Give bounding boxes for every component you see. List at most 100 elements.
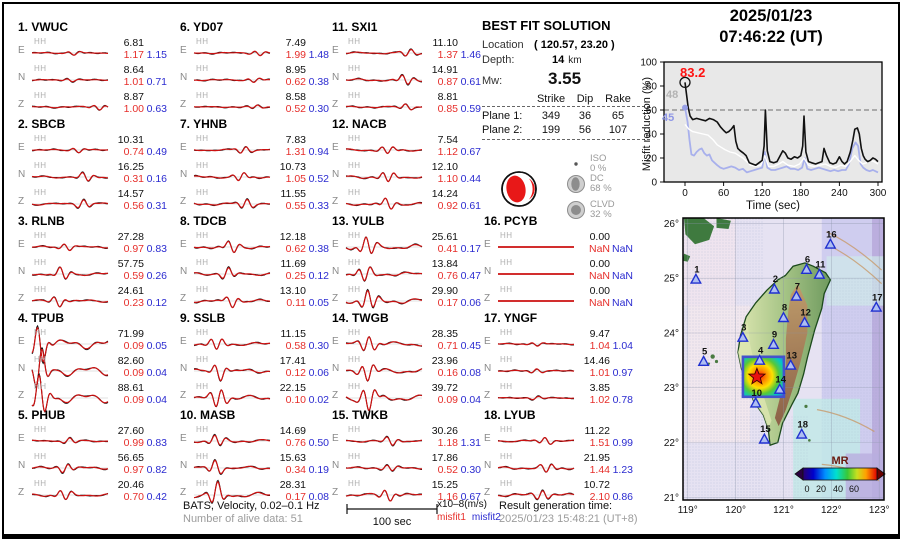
component-label: N <box>332 363 340 374</box>
peak-amplitude-value: 13.10 <box>279 285 306 297</box>
trace-values: 8.87 1.00 0.63 <box>108 91 168 115</box>
misfit1-value: 1.37 <box>437 49 458 61</box>
trace-values: 0.00 NaN NaN <box>574 258 634 282</box>
station-block-masb: 10. MASB E HH 14.69 0.76 0.50 N HH 15.63 0.34 0.19… <box>178 408 330 505</box>
misfit1-value: 0.87 <box>437 76 458 88</box>
misfit1-value: 0.12 <box>285 367 306 379</box>
trace-values: 30.26 1.18 1.31 <box>422 425 482 449</box>
component-label: Z <box>180 390 187 401</box>
map-station-triangle-1: 1 <box>689 264 702 284</box>
trace-values: 9.47 1.04 1.04 <box>574 328 634 352</box>
component-label: E <box>484 433 491 444</box>
amplitude-unit: x10–8(m/s) <box>437 499 488 510</box>
channel-label: HH <box>196 64 209 73</box>
misfit1-value: 0.17 <box>285 491 306 503</box>
epicenter-star-icon <box>747 367 767 385</box>
trace-values: 14.69 0.76 0.50 <box>270 425 330 449</box>
component-label: Z <box>18 390 25 401</box>
misfit2-value: 1.46 <box>460 49 481 61</box>
channel-label: HH <box>348 382 361 391</box>
map-station-triangle-17: 17 <box>870 292 883 312</box>
trace-values: 8.58 0.52 0.30 <box>270 91 330 115</box>
waveform-plot <box>193 458 271 475</box>
peak-amplitude-value: 29.90 <box>431 285 458 297</box>
channel-label: HH <box>348 355 361 364</box>
focal-mechanism-beachball <box>501 171 537 207</box>
component-label: N <box>332 266 340 277</box>
station-title: 10. MASB <box>180 408 236 422</box>
trace-row-pcyb-n: N HH 0.00 NaN NaN <box>482 257 634 283</box>
decomposition-percent: 68 % <box>590 183 612 194</box>
mw-value: 3.55 <box>548 69 582 88</box>
misfit1-value: 0.85 <box>437 103 458 115</box>
trace-row-tpub-z: Z HH 88.61 0.09 0.04 <box>16 372 168 413</box>
decomposition-name: ISO <box>590 153 607 164</box>
misfit1-value: 0.97 <box>123 464 144 476</box>
misfit2-value: 0.44 <box>460 173 481 185</box>
svg-text:Time (sec): Time (sec) <box>746 200 800 212</box>
component-label: Z <box>332 390 339 401</box>
misfit2-value: 0.12 <box>146 297 167 309</box>
svg-text:20: 20 <box>816 484 826 494</box>
misfit2-value: 0.83 <box>146 437 167 449</box>
svg-text:120°: 120° <box>725 505 746 516</box>
svg-text:8: 8 <box>782 303 787 314</box>
station-title: 15. TWKB <box>332 408 389 422</box>
channel-label: HH <box>196 134 209 143</box>
station-block-nacb: 12. NACB E HH 7.54 1.12 0.67 N HH 12.10 1.10 0.44 Z… <box>330 117 482 214</box>
misfit1-value: 1.10 <box>437 173 458 185</box>
station-block-tpub: 4. TPUB E HH 71.99 0.09 0.05 N HH 82.60 0.09 0.04 Z… <box>16 311 168 413</box>
misfit2-value: 0.06 <box>308 367 329 379</box>
peak-amplitude-value: 14.24 <box>431 188 458 200</box>
channel-label: HH <box>196 231 209 240</box>
waveform-plot <box>31 198 109 209</box>
trace-values: 0.00 NaN NaN <box>574 231 634 255</box>
waveform-plot <box>193 240 271 254</box>
misfit1-value: 0.17 <box>437 297 458 309</box>
misfit2-value: 1.15 <box>146 49 167 61</box>
svg-text:16: 16 <box>826 229 837 240</box>
misfit2-value: 0.83 <box>146 243 167 255</box>
event-time: 07:46:22 (UT) <box>719 28 823 46</box>
table-cell: 36 <box>578 110 592 122</box>
trace-row-rlnb-e: E HH 27.28 0.97 0.83 <box>16 230 168 256</box>
station-title: 16. PCYB <box>484 214 538 228</box>
misfit2-value: 0.16 <box>146 173 167 185</box>
waveform-plot <box>193 338 271 350</box>
time-scale-bar: 100 sec <box>346 504 438 528</box>
trace-row-yd07-n: N HH 8.95 0.62 0.38 <box>178 63 330 89</box>
trace-row-nacb-n: N HH 12.10 1.10 0.44 <box>330 160 482 186</box>
map-station-triangle-4: 4 <box>753 345 766 365</box>
waveform-plot <box>31 147 109 154</box>
decomposition-item-iso: ISO 0 % <box>566 154 606 174</box>
peak-amplitude-value: 57.75 <box>117 258 144 270</box>
trace-row-sxi1-n: N HH 14.91 0.87 0.61 <box>330 63 482 89</box>
trace-values: 10.72 2.10 0.86 <box>574 479 634 503</box>
clvd-ball-icon <box>567 201 585 219</box>
component-label: E <box>18 239 25 250</box>
trace-row-vwuc-z: Z HH 8.87 1.00 0.63 <box>16 90 168 116</box>
table-row: Plane 1: 349 36 65 <box>482 109 650 123</box>
trace-row-vwuc-n: N HH 8.64 1.01 0.71 <box>16 63 168 89</box>
misfit2-value: 0.42 <box>146 491 167 503</box>
misfit2-value: 0.33 <box>308 200 329 212</box>
misfit1-value: 0.25 <box>285 270 306 282</box>
waveform-plot <box>345 336 423 352</box>
component-label: Z <box>180 293 187 304</box>
trace-row-sslb-e: E HH 11.15 0.58 0.30 <box>178 327 330 353</box>
misfit1-value: NaN <box>588 297 610 309</box>
peak-amplitude-value: 20.46 <box>117 479 144 491</box>
trace-values: 15.25 1.16 0.67 <box>422 479 482 503</box>
misfit1-value: 0.62 <box>285 243 306 255</box>
misfit1-value: 0.55 <box>285 200 306 212</box>
trace-values: 0.00 NaN NaN <box>574 285 634 309</box>
misfit2-value: 0.05 <box>308 297 329 309</box>
channel-label: HH <box>348 285 361 294</box>
trace-values: 8.95 0.62 0.38 <box>270 64 330 88</box>
trace-row-masb-e: E HH 14.69 0.76 0.50 <box>178 424 330 450</box>
trace-row-sxi1-e: E HH 11.10 1.37 1.46 <box>330 36 482 62</box>
misfit2-value: 1.31 <box>460 437 481 449</box>
trace-values: 29.90 0.17 0.06 <box>422 285 482 309</box>
component-label: Z <box>332 99 339 110</box>
channel-label: HH <box>348 479 361 488</box>
